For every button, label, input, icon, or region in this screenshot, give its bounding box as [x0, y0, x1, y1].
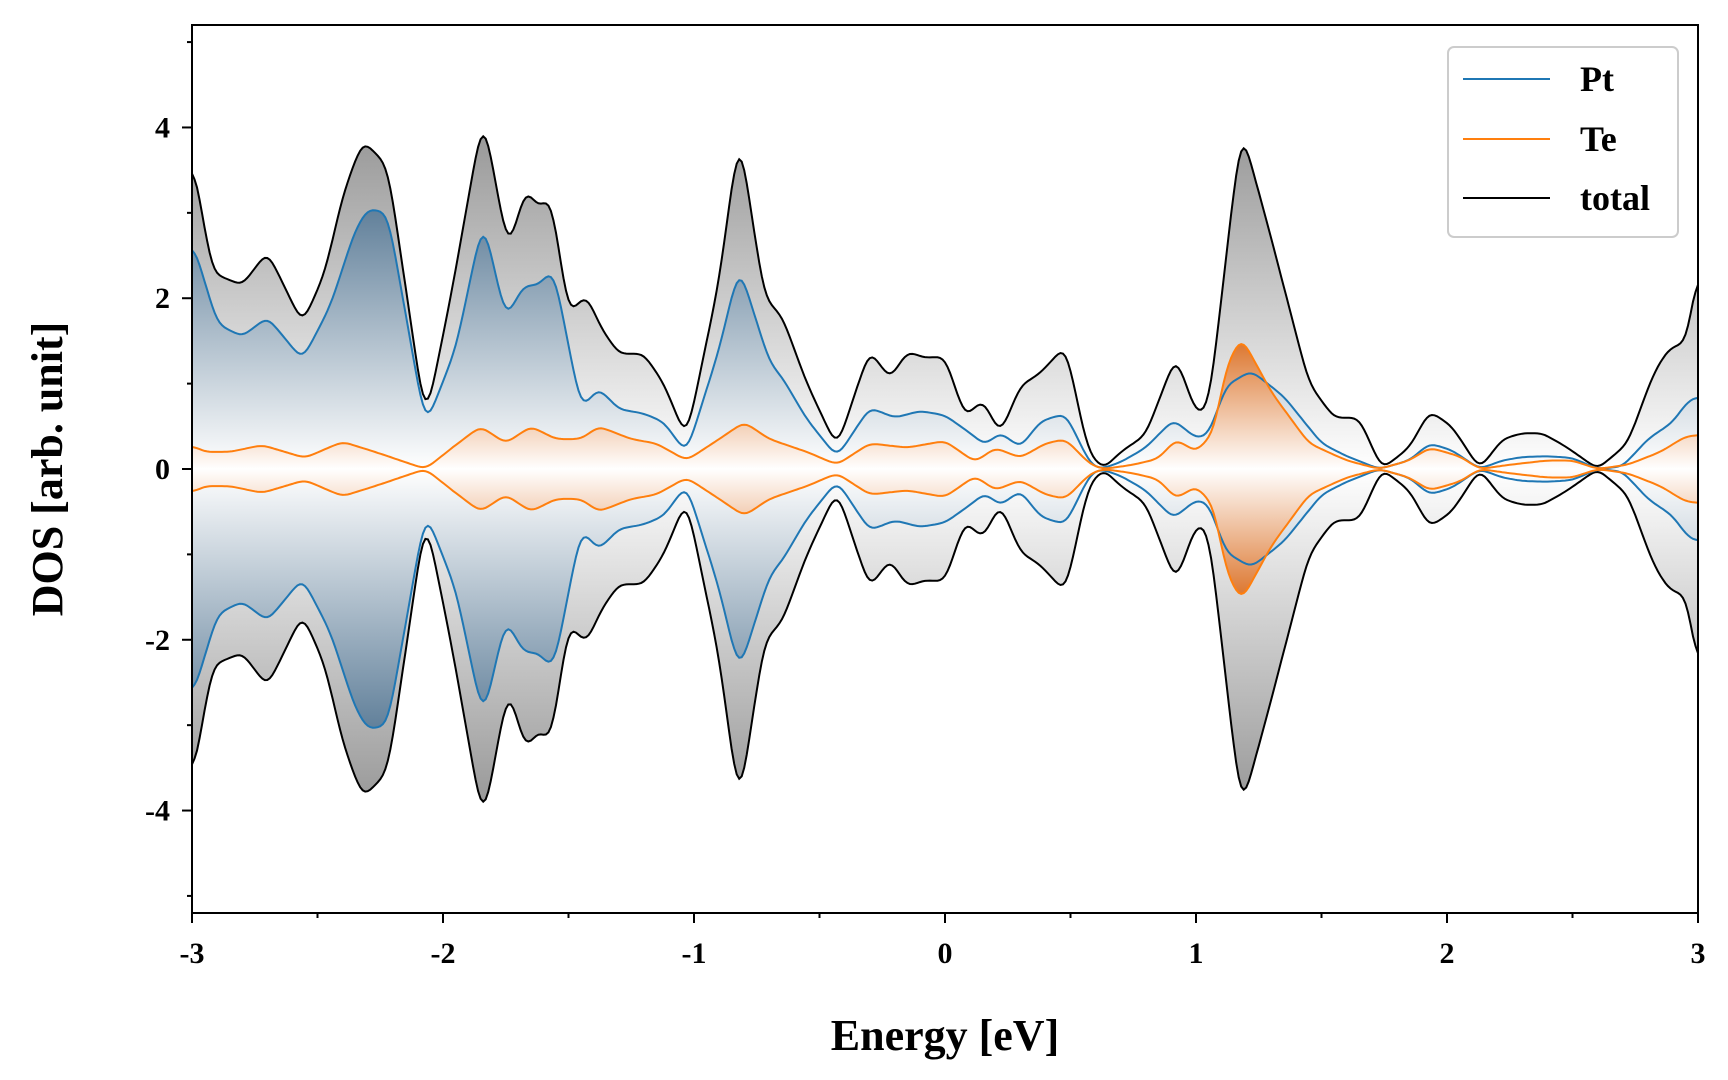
y-tick-label: 4 [155, 111, 170, 144]
x-tick-label: -2 [431, 937, 456, 970]
legend-pt-label: Pt [1580, 59, 1614, 99]
y-axis-label: DOS [arb. unit] [23, 322, 72, 617]
x-tick-label: 2 [1440, 937, 1455, 970]
te-fill [192, 344, 1698, 594]
x-tick-label: -3 [180, 937, 205, 970]
x-tick-label: 1 [1189, 937, 1204, 970]
legend-total-label: total [1580, 178, 1650, 218]
te-line-positive [192, 343, 1698, 470]
y-tick-label: -2 [145, 624, 170, 657]
y-tick-label: -4 [145, 795, 170, 828]
y-tick-label: 0 [155, 453, 170, 486]
legend: Pt Te total [1447, 46, 1679, 238]
x-axis-label: Energy [eV] [831, 1011, 1060, 1060]
legend-te-label: Te [1580, 119, 1617, 159]
x-tick-label: 0 [938, 937, 953, 970]
total-line-positive [192, 134, 1698, 468]
pt-line-negative [192, 468, 1698, 729]
legend-box [1447, 46, 1679, 238]
x-tick-label: 3 [1691, 937, 1706, 970]
te-line-negative [192, 468, 1698, 595]
x-tick-label: -1 [682, 937, 707, 970]
y-tick-label: 2 [155, 282, 170, 315]
pt-line-positive [192, 209, 1698, 470]
total-line-negative [192, 470, 1698, 804]
